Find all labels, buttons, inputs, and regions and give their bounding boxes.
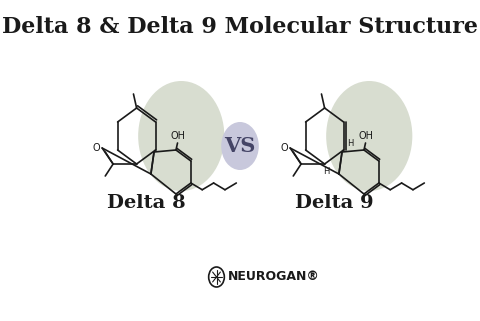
Circle shape [138,81,224,191]
Text: H: H [323,167,329,176]
Text: VS: VS [224,136,256,156]
Text: O: O [281,143,288,153]
Text: OH: OH [170,131,185,141]
Text: Delta 9: Delta 9 [295,194,373,212]
Text: Delta 8 & Delta 9 Molecular Structure: Delta 8 & Delta 9 Molecular Structure [2,16,478,38]
Circle shape [326,81,412,191]
Circle shape [221,122,259,170]
Text: Delta 8: Delta 8 [107,194,185,212]
Text: NEUROGAN®: NEUROGAN® [228,271,319,283]
Text: H: H [348,138,354,148]
Text: OH: OH [358,131,373,141]
Text: O: O [93,143,100,153]
